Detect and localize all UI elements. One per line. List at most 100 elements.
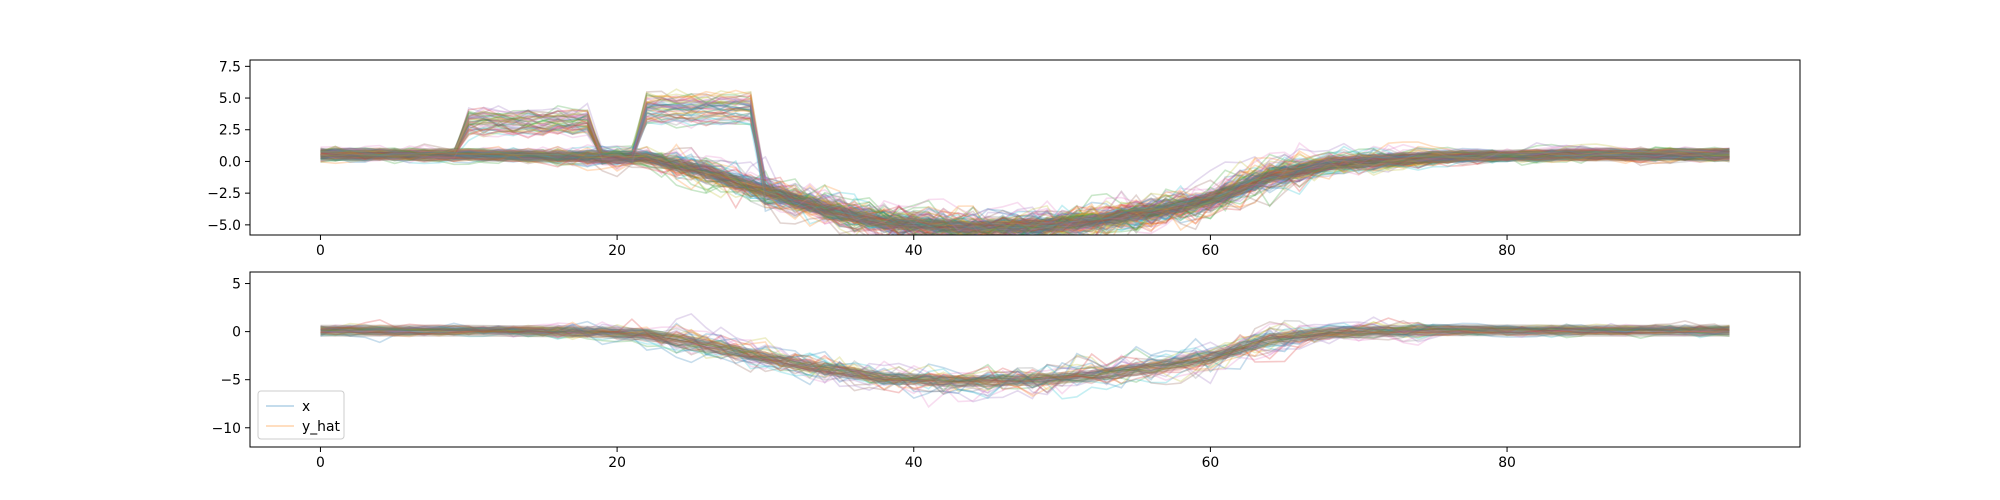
series-line (320, 143, 1730, 235)
series-line (320, 121, 1730, 235)
series-line (320, 327, 1730, 400)
series-line (320, 102, 1730, 235)
series-line (320, 115, 1730, 229)
series-line (320, 147, 1730, 235)
series-line (320, 111, 1730, 235)
y-tick-label: −5 (221, 373, 241, 389)
series-line (320, 152, 1730, 235)
plot-area (320, 312, 1730, 409)
series-line (320, 103, 1730, 235)
series-line (320, 330, 1730, 387)
series-line (320, 147, 1730, 235)
series-line (320, 322, 1730, 409)
x-tick-label: 0 (316, 243, 325, 259)
series-line (320, 117, 1730, 235)
x-tick-label: 40 (905, 455, 923, 471)
series-line (320, 144, 1730, 234)
series-line (320, 93, 1730, 235)
series-line (320, 149, 1730, 226)
series-line (320, 103, 1730, 235)
series-line (320, 121, 1730, 235)
x-tick-label: 20 (608, 455, 626, 471)
series-line (320, 153, 1730, 233)
series-line (320, 321, 1730, 391)
series-line (320, 326, 1730, 381)
series-line (320, 149, 1730, 233)
series-line (320, 101, 1730, 231)
y-tick-label: −10 (212, 421, 241, 437)
legend: x y_hat (257, 390, 345, 440)
series-line (320, 111, 1730, 233)
series-line (320, 104, 1730, 235)
series-line (320, 153, 1730, 235)
series-line (320, 112, 1730, 235)
series-line (320, 154, 1730, 231)
series-line (320, 312, 1730, 389)
trend-line (320, 152, 1730, 228)
bottom-subplot: 0 20 40 60 80 −10 −5 0 5 x y_hat (212, 271, 1801, 471)
y-tick-label: 2.5 (219, 123, 241, 139)
series-line (320, 319, 1730, 393)
series-line (320, 152, 1730, 235)
trend-line (320, 156, 1730, 232)
series-line (320, 151, 1730, 235)
series-line (320, 323, 1730, 394)
trend-line (320, 329, 1730, 384)
series-line (320, 111, 1730, 235)
trend-line (320, 333, 1730, 388)
series-line (320, 146, 1730, 235)
series-line (320, 112, 1730, 234)
series-line (320, 113, 1730, 229)
series-line (320, 148, 1730, 235)
series-line (320, 124, 1730, 235)
series-line (320, 125, 1730, 235)
series-line (320, 321, 1730, 382)
series-line (320, 149, 1730, 235)
series-line (320, 149, 1730, 235)
series-line (320, 148, 1730, 235)
x-tick-label: 60 (1202, 455, 1220, 471)
series-line (320, 151, 1730, 235)
series-line (320, 103, 1730, 235)
series-line (320, 102, 1730, 230)
series-line (320, 322, 1730, 397)
series-line (320, 102, 1730, 230)
series-line (320, 330, 1730, 390)
series-line (320, 154, 1730, 235)
series-line (320, 329, 1730, 383)
series-line (320, 92, 1730, 235)
series-line (320, 94, 1730, 235)
series-line (320, 145, 1730, 228)
series-line (320, 114, 1730, 230)
trend-line (320, 326, 1730, 381)
series-line (320, 322, 1730, 398)
series-line (320, 112, 1730, 230)
series-line (320, 97, 1730, 235)
series-line (320, 329, 1730, 398)
series-line (320, 150, 1730, 235)
series-line (320, 323, 1730, 392)
y-tick-label: 5 (232, 277, 241, 293)
series-line (320, 100, 1730, 235)
series-line (320, 109, 1730, 227)
series-line (320, 330, 1730, 390)
legend-label: x (302, 399, 310, 415)
series-line (320, 153, 1730, 235)
series-line (320, 322, 1730, 400)
series-line (320, 117, 1730, 231)
series-line (320, 148, 1730, 235)
series-line (320, 119, 1730, 235)
x-tick-label: 80 (1498, 455, 1516, 471)
series-line (320, 150, 1730, 235)
series-line (320, 102, 1730, 232)
series-line (320, 150, 1730, 235)
series-line (320, 90, 1730, 231)
series-line (320, 152, 1730, 231)
legend-label: y_hat (302, 419, 340, 435)
series-line (320, 94, 1730, 235)
series-line (320, 115, 1730, 235)
series-line (320, 94, 1730, 235)
series-line (320, 326, 1730, 383)
series-line (320, 110, 1730, 230)
